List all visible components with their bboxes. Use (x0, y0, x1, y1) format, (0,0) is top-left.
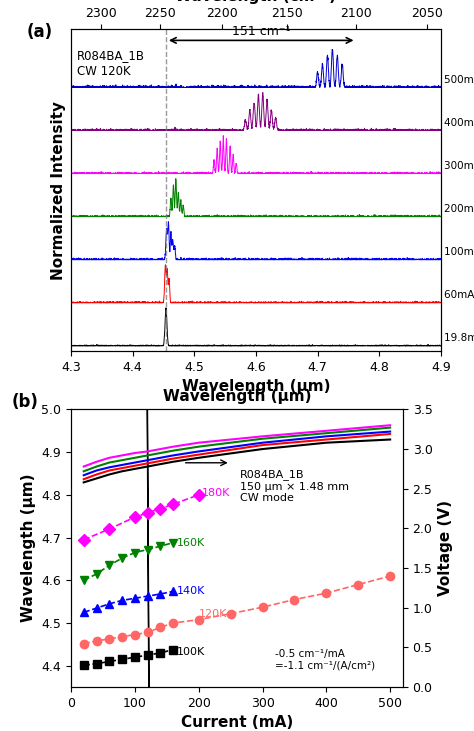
Y-axis label: Normalized Intensity: Normalized Intensity (51, 101, 65, 279)
Text: (b): (b) (11, 393, 38, 411)
Text: 19.8mA, 2.58V: 19.8mA, 2.58V (444, 333, 474, 344)
Text: 151 cm⁻¹: 151 cm⁻¹ (232, 25, 291, 38)
Text: 60mA, 2.76V: 60mA, 2.76V (444, 290, 474, 300)
X-axis label: Wavelength (cm⁻¹): Wavelength (cm⁻¹) (175, 0, 337, 4)
Text: R084BA_1B
150 μm × 1.48 mm
CW mode: R084BA_1B 150 μm × 1.48 mm CW mode (240, 469, 349, 504)
Text: 300mA, 3.02V: 300mA, 3.02V (444, 161, 474, 171)
Text: 500mA, 3.12V: 500mA, 3.12V (444, 75, 474, 85)
Title: Wavelength (μm): Wavelength (μm) (163, 389, 311, 404)
X-axis label: Current (mA): Current (mA) (181, 716, 293, 730)
Text: 120K: 120K (199, 610, 227, 619)
Text: 160K: 160K (176, 538, 205, 548)
Text: R084BA_1B
CW 120K: R084BA_1B CW 120K (77, 50, 145, 77)
Text: 180K: 180K (202, 488, 230, 498)
Text: 140K: 140K (176, 586, 205, 596)
Y-axis label: Voltage (V): Voltage (V) (438, 500, 453, 596)
Text: 200mA, 2.96V: 200mA, 2.96V (444, 204, 474, 214)
Y-axis label: Wavelength (μm): Wavelength (μm) (21, 474, 36, 623)
Text: -0.5 cm⁻¹/mA
=-1.1 cm⁻¹/(A/cm²): -0.5 cm⁻¹/mA =-1.1 cm⁻¹/(A/cm²) (275, 648, 375, 670)
Text: 400mA, 3.07V: 400mA, 3.07V (444, 118, 474, 128)
X-axis label: Wavelength (μm): Wavelength (μm) (182, 379, 330, 394)
Text: 100mA, 2.84V: 100mA, 2.84V (444, 247, 474, 257)
Text: (a): (a) (27, 23, 53, 41)
Text: 100K: 100K (176, 647, 205, 656)
